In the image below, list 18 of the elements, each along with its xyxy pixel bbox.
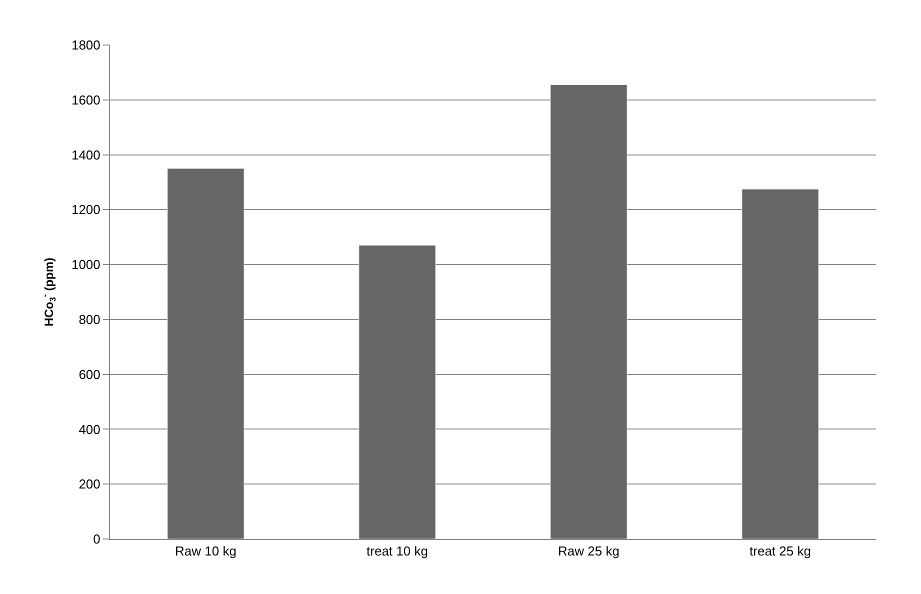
bar <box>742 188 819 539</box>
x-tick-label: treat 25 kg <box>750 544 811 559</box>
y-tick-label: 1000 <box>71 257 100 272</box>
y-tick-label: 0 <box>93 532 100 547</box>
bar <box>550 84 628 539</box>
x-tick-label: treat 10 kg <box>366 544 428 559</box>
x-tick-label: Raw 25 kg <box>558 544 620 559</box>
y-tick-label: 800 <box>78 312 100 327</box>
y-tick-label: 1200 <box>71 202 100 218</box>
y-tick-label: 1400 <box>71 147 100 162</box>
y-tick-label: 600 <box>78 366 100 382</box>
y-tick-label: 200 <box>78 476 100 492</box>
bar <box>358 245 436 539</box>
x-tick-label: Raw 10 kg <box>175 544 236 559</box>
bar <box>167 168 244 539</box>
y-tick-label: 400 <box>78 422 100 437</box>
y-tick-label: 1800 <box>71 38 100 53</box>
y-tick-label: 1600 <box>71 92 100 108</box>
